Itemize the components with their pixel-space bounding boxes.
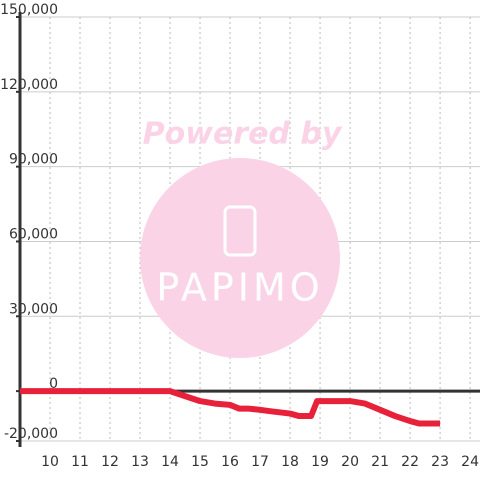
y-tick-label: 0 (49, 376, 58, 392)
x-tick-label: 19 (311, 454, 329, 470)
x-tick-label: 15 (191, 454, 209, 470)
data-line (20, 388, 441, 427)
watermark-circle (140, 158, 340, 358)
x-tick-label: 20 (341, 454, 359, 470)
y-tick-label: 60,000 (9, 226, 58, 242)
y-tick-label: -20,000 (4, 426, 58, 442)
y-tick-label: 120,000 (0, 77, 58, 93)
watermark-icon (223, 205, 257, 257)
x-tick-label: 12 (101, 454, 119, 470)
x-tick-label: 17 (251, 454, 269, 470)
y-tick-label: 90,000 (9, 152, 58, 168)
x-tick-label: 23 (431, 454, 449, 470)
y-tick-label: 150,000 (0, 2, 58, 18)
x-tick-label: 22 (401, 454, 419, 470)
y-tick-label: 30,000 (9, 301, 58, 317)
x-tick-label: 13 (131, 454, 149, 470)
x-tick-label: 21 (371, 454, 389, 470)
watermark: Powered by PAPIMO (140, 117, 343, 358)
x-tick-label: 18 (281, 454, 299, 470)
x-tick-label: 11 (71, 454, 89, 470)
x-tick-label: 14 (161, 454, 179, 470)
x-tick-label: 24 (461, 454, 479, 470)
x-tick-label: 10 (41, 454, 59, 470)
x-tick-label: 16 (221, 454, 239, 470)
watermark-text: Powered by (143, 117, 343, 152)
watermark-logo: PAPIMO (156, 266, 323, 310)
